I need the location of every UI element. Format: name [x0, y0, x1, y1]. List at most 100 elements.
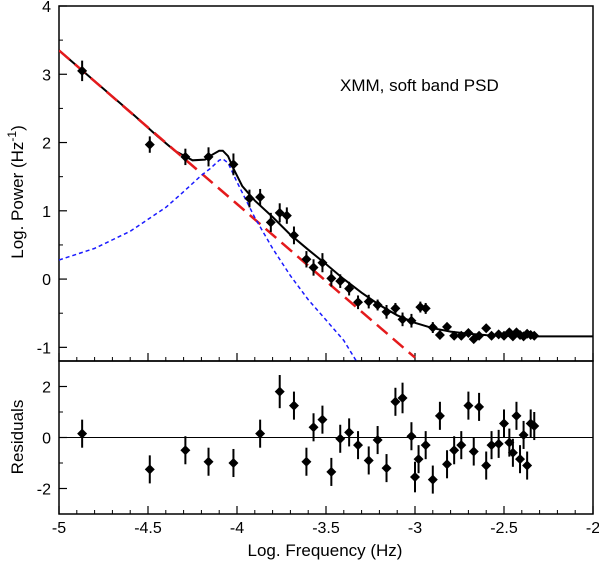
data-point: [308, 422, 319, 433]
x-tick-label: -2.5: [490, 520, 518, 537]
y-tick-label: 1: [42, 204, 51, 221]
data-point: [463, 400, 474, 411]
data-point: [456, 440, 467, 451]
data-point: [518, 429, 529, 440]
data-point: [363, 455, 374, 466]
y-axis-title-bottom: Residuals: [8, 400, 27, 475]
data-point: [344, 283, 355, 294]
data-point: [308, 262, 319, 273]
y-axis-title-top-main: Log. Power (Hz: [8, 142, 27, 259]
y-tick-label: 2: [42, 380, 51, 397]
lorentzian-line: [59, 158, 357, 361]
data-point: [317, 257, 328, 268]
data-point: [504, 437, 515, 448]
y-tick-label: -1: [37, 340, 51, 357]
y-axis-title-top-close: ): [8, 125, 27, 131]
data-point: [301, 254, 312, 265]
data-point: [449, 445, 460, 456]
bottom-panel-y-tick-labels: -2 0 2: [37, 380, 51, 499]
data-point: [507, 447, 518, 458]
data-point: [474, 330, 485, 341]
data-point: [529, 330, 540, 341]
data-point: [442, 321, 453, 332]
data-point: [427, 322, 438, 333]
data-point: [77, 428, 88, 439]
data-point: [390, 396, 401, 407]
data-point: [344, 427, 355, 438]
data-point: [474, 401, 485, 412]
data-point: [144, 464, 155, 475]
y-tick-label: 2: [42, 136, 51, 153]
data-point: [486, 330, 497, 341]
y-tick-label: 0: [42, 272, 51, 289]
data-point: [434, 410, 445, 421]
data-point: [335, 433, 346, 444]
x-tick-label: -4.5: [134, 520, 162, 537]
data-point: [255, 428, 266, 439]
x-tick-label: -5: [52, 520, 66, 537]
y-tick-label: 0: [42, 431, 51, 448]
data-point: [228, 458, 239, 468]
data-point: [381, 463, 392, 474]
data-point: [515, 454, 526, 465]
top-panel-frame: [58, 5, 594, 362]
total-model-line: [59, 49, 593, 338]
data-point: [410, 472, 420, 483]
data-point: [288, 230, 299, 241]
data-point: [486, 440, 497, 451]
data-point: [397, 314, 408, 325]
top-panel: -1 0 1 2 3 4 XMM, soft band PSD Log. Power (H…: [5, 0, 594, 362]
x-tick-labels: -5 -4.5 -4 -3.5 -3 -2.5 -2: [52, 520, 599, 537]
data-point: [420, 303, 431, 314]
data-point: [180, 445, 191, 456]
data-point: [372, 435, 383, 446]
data-point: [449, 330, 460, 341]
data-point: [413, 454, 424, 465]
data-point: [372, 300, 383, 311]
data-point: [180, 151, 191, 162]
data-point: [442, 459, 453, 470]
y-tick-label: 4: [42, 0, 51, 16]
x-tick-label: -4: [230, 520, 244, 537]
data-point: [468, 446, 479, 457]
top-panel-curves: [59, 49, 593, 361]
y-axis-title-top: Log. Power (Hz-1): [5, 125, 27, 259]
data-point: [317, 414, 328, 425]
data-point: [203, 456, 214, 467]
data-point: [420, 440, 431, 451]
data-point: [203, 151, 214, 162]
chart-annotation: XMM, soft band PSD: [340, 76, 499, 95]
bottom-panel-points: [77, 375, 540, 494]
data-point: [281, 210, 292, 221]
data-point: [463, 328, 474, 339]
data-point: [481, 460, 492, 471]
data-point: [228, 159, 239, 170]
data-point: [381, 306, 392, 317]
data-point: [511, 410, 522, 421]
data-point: [529, 421, 540, 432]
data-point: [434, 330, 445, 341]
top-panel-points: [77, 60, 540, 345]
data-point: [353, 440, 364, 451]
data-point: [326, 466, 337, 477]
data-point: [77, 65, 88, 76]
data-point: [265, 217, 276, 228]
data-point: [427, 474, 438, 485]
data-point: [406, 315, 417, 326]
data-point: [390, 303, 401, 314]
y-axis-title-top-sup: -1: [5, 131, 19, 142]
data-point: [363, 296, 374, 307]
data-point: [499, 418, 509, 429]
x-tick-label: -3: [408, 520, 422, 537]
data-point: [522, 460, 533, 471]
x-tick-label: -2: [586, 520, 599, 537]
power-law-line: [59, 49, 416, 359]
x-axis-title: Log. Frequency (Hz): [248, 541, 403, 560]
y-tick-label: 3: [42, 67, 51, 84]
y-tick-label: -2: [37, 482, 51, 499]
data-point: [493, 438, 504, 449]
data-point: [326, 273, 337, 284]
data-point: [397, 392, 408, 403]
data-point: [406, 431, 417, 442]
